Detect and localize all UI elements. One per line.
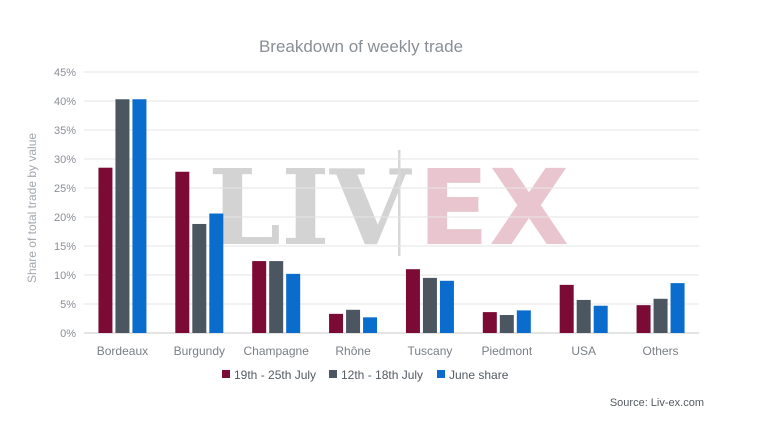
bar bbox=[439, 280, 454, 333]
bar bbox=[98, 167, 113, 333]
bar bbox=[482, 312, 497, 333]
bar bbox=[405, 269, 420, 333]
y-axis-label: Share of total trade by value bbox=[25, 133, 39, 283]
y-tick-label: 45% bbox=[54, 67, 76, 79]
x-category-label: Tuscany bbox=[407, 344, 452, 358]
bar bbox=[115, 99, 130, 333]
bar bbox=[576, 299, 591, 333]
legend-label: June share bbox=[449, 368, 509, 382]
legend-label: 19th - 25th July bbox=[234, 368, 316, 382]
y-axis-ticks: 0% 5% 10% 15% 20% 25% 30% 35% 40% 45% bbox=[54, 67, 76, 340]
x-category-label: Others bbox=[643, 344, 679, 358]
bar bbox=[286, 273, 301, 333]
bar bbox=[175, 171, 190, 333]
bar bbox=[559, 284, 574, 333]
y-tick-label: 5% bbox=[60, 299, 76, 311]
bar bbox=[593, 305, 608, 333]
bar bbox=[499, 315, 514, 333]
x-category-label: Champagne bbox=[243, 344, 309, 358]
liv-ex-watermark: LIV EX bbox=[208, 146, 569, 269]
y-tick-label: 10% bbox=[54, 270, 76, 282]
bar bbox=[670, 283, 685, 333]
y-tick-label: 35% bbox=[54, 125, 76, 137]
x-category-label: Burgundy bbox=[174, 344, 225, 358]
bar bbox=[653, 298, 668, 333]
bar bbox=[516, 310, 531, 333]
source-note: Source: Liv-ex.com bbox=[610, 397, 704, 409]
legend-swatch bbox=[329, 370, 337, 378]
watermark-liv: LIV bbox=[208, 146, 413, 269]
bar bbox=[252, 261, 267, 333]
legend-label: 12th - 18th July bbox=[341, 368, 423, 382]
bar bbox=[209, 213, 224, 333]
bar bbox=[192, 223, 207, 333]
bars bbox=[98, 99, 685, 333]
legend-swatch bbox=[437, 370, 445, 378]
y-tick-label: 25% bbox=[54, 183, 76, 195]
bar bbox=[269, 261, 284, 333]
bar bbox=[363, 317, 378, 333]
y-tick-label: 20% bbox=[54, 212, 76, 224]
watermark-ex: EX bbox=[418, 147, 569, 269]
legend-swatch bbox=[222, 370, 230, 378]
x-category-label: Bordeaux bbox=[97, 344, 148, 358]
bar bbox=[346, 309, 361, 333]
y-tick-label: 15% bbox=[54, 241, 76, 253]
x-axis-categories: Bordeaux Burgundy Champagne Rhône Tuscany Pie… bbox=[97, 344, 679, 358]
watermark-divider bbox=[398, 150, 401, 256]
bar bbox=[329, 313, 344, 333]
x-category-label: Piedmont bbox=[481, 344, 532, 358]
legend: 19th - 25th July 12th - 18th July June sha… bbox=[222, 368, 509, 382]
x-category-label: USA bbox=[571, 344, 596, 358]
bar bbox=[132, 99, 147, 333]
bar bbox=[636, 305, 651, 333]
chart-title: Breakdown of weekly trade bbox=[259, 37, 463, 56]
y-tick-label: 30% bbox=[54, 154, 76, 166]
x-category-label: Rhône bbox=[335, 344, 371, 358]
y-tick-label: 40% bbox=[54, 96, 76, 108]
y-tick-label: 0% bbox=[60, 328, 76, 340]
bar bbox=[422, 277, 437, 333]
